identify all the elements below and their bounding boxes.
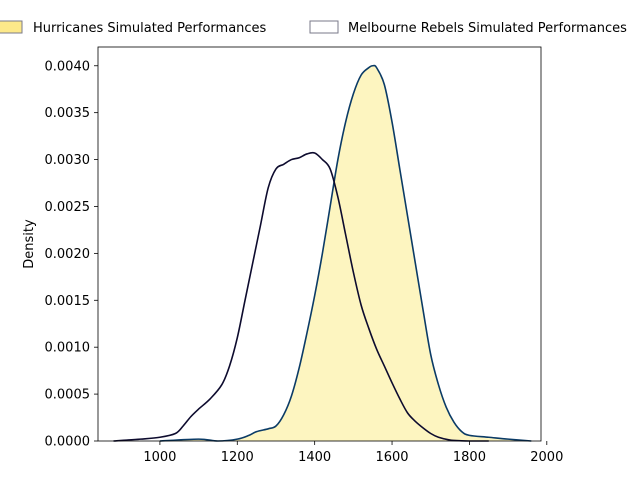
y-tick-label: 0.0040 bbox=[45, 59, 91, 74]
legend-swatch bbox=[309, 20, 339, 34]
y-tick-label: 0.0030 bbox=[45, 153, 91, 168]
x-tick-label: 2000 bbox=[530, 450, 563, 465]
legend: Hurricanes Simulated Performances Melbour… bbox=[0, 20, 627, 36]
legend-swatch bbox=[0, 20, 23, 34]
series-1 bbox=[159, 64, 532, 442]
y-tick-label: 0.0000 bbox=[45, 435, 91, 450]
y-tick-label: 0.0015 bbox=[45, 294, 91, 309]
legend-item-1: Hurricanes Simulated Performances bbox=[0, 20, 267, 36]
x-tick-label: 1200 bbox=[221, 450, 254, 465]
y-axis: 0.0000 0.0005 0.0010 0.0015 0.0020 0.0025 0.00… bbox=[45, 59, 98, 450]
series-layer bbox=[113, 64, 532, 442]
x-tick-label: 1000 bbox=[143, 450, 176, 465]
series-2-line bbox=[113, 151, 489, 442]
legend-label: Melbourne Rebels Simulated Performances bbox=[348, 21, 627, 36]
series-1-area bbox=[159, 65, 532, 442]
series-1-line bbox=[159, 64, 532, 442]
y-tick-label: 0.0010 bbox=[45, 341, 91, 356]
y-tick-label: 0.0005 bbox=[45, 388, 91, 403]
axes-frame bbox=[97, 46, 542, 442]
y-tick-label: 0.0025 bbox=[45, 200, 91, 215]
x-tick-label: 1800 bbox=[453, 450, 486, 465]
legend-label: Hurricanes Simulated Performances bbox=[33, 21, 267, 36]
y-axis-label: Density bbox=[22, 219, 37, 269]
series-2 bbox=[113, 151, 489, 442]
x-tick-label: 1400 bbox=[298, 450, 331, 465]
legend-item-2: Melbourne Rebels Simulated Performances bbox=[309, 20, 627, 36]
x-tick-label: 1600 bbox=[375, 450, 408, 465]
y-tick-label: 0.0020 bbox=[45, 247, 91, 262]
plot-area bbox=[97, 46, 542, 442]
y-tick-label: 0.0035 bbox=[45, 106, 91, 121]
x-axis: 1000 1200 1400 1600 1800 2000 bbox=[143, 441, 563, 465]
